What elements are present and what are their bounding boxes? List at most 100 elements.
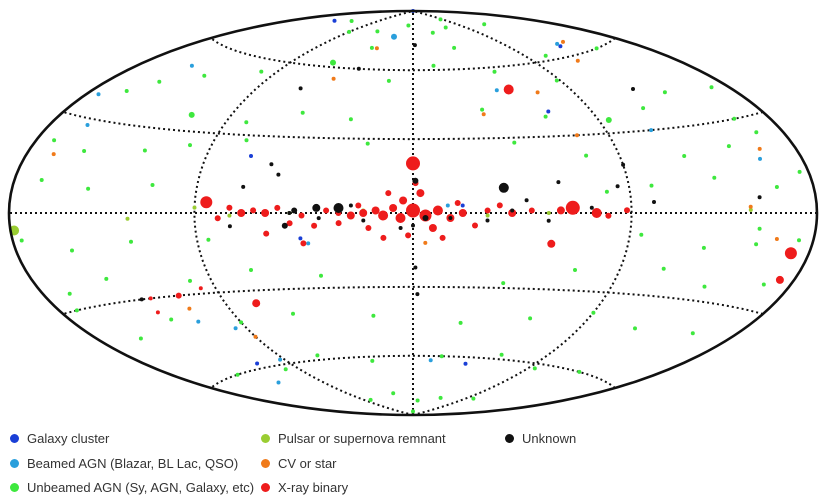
source-marker-unbeamed-agn [591,310,596,315]
source-marker-unknown [312,203,321,212]
source-marker-unbeamed-agn [662,90,667,95]
source-marker-beamed-agn [758,156,762,161]
source-marker-unbeamed-agn [604,189,609,194]
source-marker-unbeamed-agn [682,154,687,158]
source-marker-unbeamed-agn [368,397,373,402]
source-marker-unknown [422,215,429,221]
source-marker-unbeamed-agn [157,79,162,84]
source-marker-galaxy-cluster [255,361,260,366]
source-marker-unknown [757,195,762,200]
source-marker-unknown [276,172,281,177]
source-marker-unbeamed-agn [129,239,133,244]
source-marker-xray-binary [214,215,221,222]
source-marker-xray-binary [389,204,398,212]
sky-map [7,9,819,417]
legend-item-unbeamed-agn: Unbeamed AGN (Sy, AGN, Galaxy, etc) [10,480,254,495]
source-marker-beamed-agn [276,380,281,385]
source-marker-unbeamed-agn [480,107,485,112]
source-marker-unbeamed-agn [391,391,396,396]
source-marker-unknown [269,162,274,167]
source-marker-unknown [615,184,620,189]
source-marker-unbeamed-agn [138,336,143,341]
source-marker-unbeamed-agn [415,398,420,403]
legend-label-cv-star: CV or star [278,456,337,471]
source-marker-unbeamed-agn [499,352,504,357]
source-marker-unbeamed-agn [649,183,654,188]
source-marker-cv-star [187,306,192,311]
source-marker-unbeamed-agn [319,273,323,278]
source-marker-unbeamed-agn [701,245,706,250]
source-marker-unbeamed-agn [386,78,391,83]
source-marker-xray-binary [496,202,503,209]
source-marker-xray-binary [237,209,246,217]
source-marker-cv-star [575,133,579,138]
source-marker-unknown [227,224,232,229]
grid-parallel-line [210,354,616,389]
source-marker-beamed-agn [196,319,201,324]
source-marker-unknown [316,216,321,221]
source-marker-xray-binary [547,239,556,248]
source-marker-beamed-agn [494,88,499,93]
source-marker-xray-binary [286,220,293,227]
source-marker-xray-binary [378,210,389,221]
source-marker-beamed-agn [189,63,194,68]
source-marker-unbeamed-agn [202,73,207,78]
source-marker-unbeamed-agn [239,320,244,325]
source-marker-xray-binary [484,207,491,214]
source-marker-xray-binary [399,196,408,205]
legend-marker-unknown [505,434,514,443]
source-marker-beamed-agn [233,326,238,331]
source-marker-xray-binary [198,286,203,291]
source-marker-unbeamed-agn [74,308,79,313]
source-marker-unbeamed-agn [702,284,707,289]
source-marker-unbeamed-agn [439,354,444,359]
source-marker-unbeamed-agn [452,45,457,50]
source-marker-unknown [621,162,626,167]
source-marker-xray-binary [605,212,612,219]
source-marker-unbeamed-agn [797,169,802,174]
source-marker-unbeamed-agn [712,175,717,180]
legend-label-unbeamed-agn: Unbeamed AGN (Sy, AGN, Galaxy, etc) [27,480,255,495]
source-marker-beamed-agn [278,357,283,362]
source-marker-pulsar-snr [546,211,551,215]
source-marker-unknown [652,200,656,204]
source-marker-xray-binary [298,212,305,219]
source-marker-cv-star [748,204,753,209]
source-marker-xray-binary [371,206,380,215]
source-marker-xray-binary [263,230,270,237]
source-marker-cv-star [575,58,580,63]
source-marker-pulsar-snr [227,213,232,218]
source-marker-unknown [398,226,403,230]
source-marker-galaxy-cluster [332,18,337,23]
source-marker-unbeamed-agn [315,353,320,358]
source-marker-unknown [139,297,144,302]
source-marker-unbeamed-agn [757,226,762,231]
source-marker-cv-star [374,46,379,51]
grid-parallel-line [210,37,616,72]
source-marker-unbeamed-agn [633,326,637,331]
source-marker-xray-binary [346,211,355,220]
source-marker-unbeamed-agn [259,69,264,74]
source-marker-unbeamed-agn [641,106,646,111]
source-marker-xray-binary [775,275,784,284]
source-marker-unbeamed-agn [443,25,448,30]
source-marker-unbeamed-agn [39,178,44,182]
source-marker-unbeamed-agn [371,313,376,318]
source-marker-unbeamed-agn [369,45,374,50]
source-marker-beamed-agn [649,128,654,133]
legend-marker-unbeamed-agn [10,483,19,492]
source-marker-unbeamed-agn [639,232,644,237]
source-marker-unbeamed-agn [70,248,74,253]
source-marker-unbeamed-agn [528,316,533,321]
source-marker-unknown [412,43,417,48]
source-marker-xray-binary [323,207,330,214]
legend-item-galaxy-cluster: Galaxy cluster [10,431,109,446]
source-marker-xray-binary [416,189,425,198]
source-marker-unbeamed-agn [349,19,354,23]
source-marker-cv-star [51,152,56,157]
legend-item-pulsar-snr: Pulsar or supernova remnant [261,431,446,446]
source-marker-pulsar-snr [192,205,197,210]
source-marker-xray-binary [365,225,372,231]
source-marker-unbeamed-agn [438,395,443,400]
source-marker-cv-star [331,76,336,81]
